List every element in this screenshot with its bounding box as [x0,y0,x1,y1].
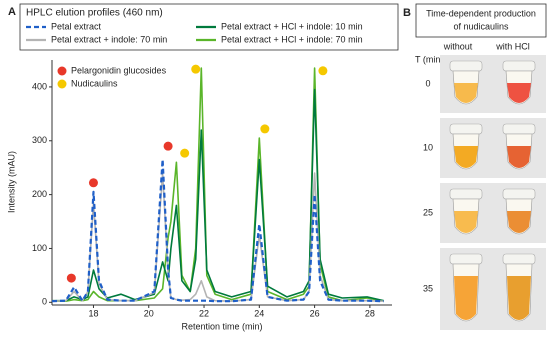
tube-liquid [507,211,531,233]
panel-title: of nudicaulins [453,21,509,31]
tube-liquid [507,276,531,320]
legend-label: Petal extract [51,21,102,31]
title-box [415,3,547,38]
tube-liquid [507,83,531,103]
tube-cap [449,188,483,200]
legend-marker [57,66,67,76]
tube-liquid [454,276,478,320]
row-label: 0 [425,78,430,88]
y-tick-label: 100 [32,243,47,253]
chart-title: HPLC elution profiles (460 nm) [26,8,163,19]
peak-marker [180,148,190,158]
peak-marker [318,66,328,76]
row-label: 35 [423,283,433,293]
y-tick-label: 200 [32,189,47,199]
row-label: 10 [423,142,433,152]
tube-liquid [454,211,478,233]
tube-cap [449,253,483,265]
legend-label: Pelargonidin glucosides [71,65,167,75]
peak-marker [191,64,201,74]
panel-label: B [403,7,411,19]
x-tick-label: 22 [199,308,209,318]
tube-liquid [507,146,531,168]
peak-marker [163,141,173,151]
peak-marker [66,273,76,283]
y-tick-label: 400 [32,81,47,91]
peak-marker [88,178,98,188]
data-line [52,88,384,302]
y-axis-label: Intensity (mAU) [6,151,16,213]
tube-cap [502,188,536,200]
legend-box [19,3,399,51]
legend-label: Petal extract + HCl + indole: 70 min [221,34,363,44]
tube-cap [449,60,483,72]
legend-marker [57,79,67,89]
x-tick-label: 18 [88,308,98,318]
tube-cap [502,253,536,265]
panel-label: A [8,6,16,18]
data-line [52,67,384,302]
column-label: without [443,41,473,51]
data-line [51,158,384,303]
tube-cap [502,60,536,72]
tube-cap [449,123,483,135]
y-tick-label: 300 [32,135,47,145]
column-label: with HCl [495,41,530,51]
panel-title: Time-dependent production [426,8,536,18]
x-tick-label: 24 [254,308,264,318]
legend-label: Nudicaulins [71,78,118,88]
x-tick-label: 26 [310,308,320,318]
legend-label: Petal extract + HCl + indole: 10 min [221,21,363,31]
x-axis-label: Retention time (min) [181,321,262,331]
tube-liquid [454,146,478,168]
peak-marker [260,124,270,134]
data-line [51,172,384,302]
row-header: T (min) [415,54,443,64]
x-tick-label: 28 [365,308,375,318]
legend-label: Petal extract + indole: 70 min [51,34,167,44]
y-tick-label: 0 [42,297,47,307]
x-tick-label: 20 [144,308,154,318]
tube-cap [502,123,536,135]
row-label: 25 [423,207,433,217]
tube-liquid [454,83,478,103]
